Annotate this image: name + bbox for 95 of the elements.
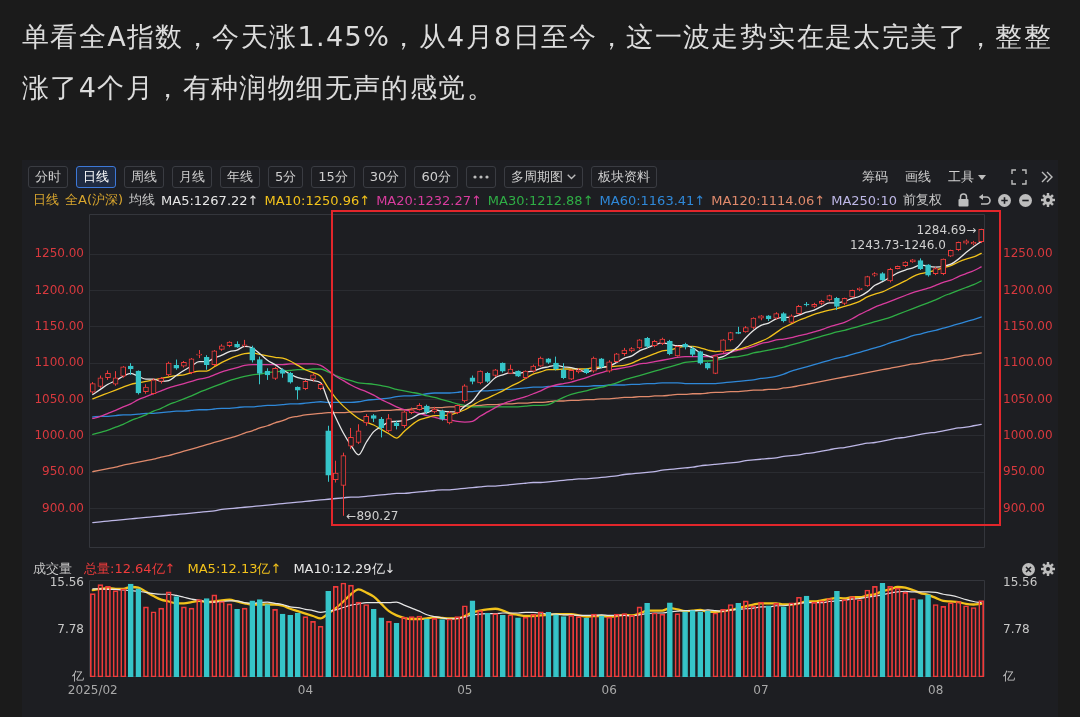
text: MA10:1250.96↑ xyxy=(264,192,371,208)
y2-tick-label: 15.56 xyxy=(1003,575,1038,590)
text: MA60:1163.41↑ xyxy=(599,192,706,208)
y-tick-label: 1000.00 xyxy=(34,428,84,443)
y-tick-label: 15.56 xyxy=(49,575,84,590)
text: 分时 xyxy=(28,166,68,188)
bar xyxy=(234,609,240,677)
chart-title: 成交量 xyxy=(33,560,72,577)
text: MA20:1232.27↑ xyxy=(376,192,482,208)
text: 工具 xyxy=(948,168,975,186)
text: 板块资料 xyxy=(590,166,657,188)
text: 周线 xyxy=(124,166,164,188)
y-tick-label: 亿 xyxy=(71,669,84,684)
x-tick-label: 04 xyxy=(297,683,314,698)
bar xyxy=(667,602,673,677)
bar xyxy=(705,610,711,677)
bar xyxy=(424,618,430,677)
bar xyxy=(173,596,180,677)
chart-title: 全A(沪深) xyxy=(65,191,124,209)
text: MA120:1114.06↑ xyxy=(711,192,826,208)
text: 日线 xyxy=(33,191,59,209)
bar xyxy=(439,619,445,677)
annotation: 1243.73-1246.0 xyxy=(849,238,946,253)
text: 日线 xyxy=(76,166,116,188)
y-tick-label: 1050.00 xyxy=(34,391,84,406)
text: 月线 xyxy=(172,166,212,188)
line-series xyxy=(92,352,982,473)
text: 筹码 xyxy=(862,168,888,186)
text: 5分 xyxy=(268,166,304,188)
y-tick-label: 1250.00 xyxy=(34,246,84,261)
legend-title: 均线 xyxy=(129,191,156,209)
bar xyxy=(294,612,301,677)
text: 年线 xyxy=(220,166,260,188)
candlestick xyxy=(386,413,392,433)
bar xyxy=(500,615,506,677)
text: 单看全A指数，今天涨1.45%，从4月8日至今，这一波走势实在是太完美了，整整涨了4个月，有种润物细无声的感觉。 xyxy=(22,20,1054,105)
text: MA250:10 xyxy=(831,192,898,208)
y2-tick-label: 1000.00 xyxy=(1003,428,1053,443)
text: MA30:1212.88↑ xyxy=(487,192,594,208)
x-tick-label: 08 xyxy=(928,683,944,698)
bar xyxy=(682,611,688,677)
y-tick-label: 7.78 xyxy=(57,622,84,637)
series-label: 总量:12.64亿↑ xyxy=(84,560,176,578)
y2-tick-label: 1200.00 xyxy=(1003,282,1053,297)
bar xyxy=(515,617,521,677)
bar xyxy=(780,606,787,677)
candlestick xyxy=(462,383,468,403)
bar xyxy=(203,598,210,677)
text: 15分 xyxy=(311,166,355,188)
bar xyxy=(553,614,559,677)
y2-tick-label: 950.00 xyxy=(1003,464,1045,479)
x-tick-label: 07 xyxy=(753,683,769,698)
y2-tick-label: 1100.00 xyxy=(1003,355,1053,370)
text: 60分 xyxy=(414,166,458,188)
bar xyxy=(325,590,332,677)
bar xyxy=(127,583,134,677)
text: MA5:1267.22↑ xyxy=(161,192,259,208)
y2-tick-label: 1150.00 xyxy=(1003,318,1053,333)
y2-tick-label: 亿 xyxy=(1002,669,1015,684)
bar xyxy=(287,615,294,677)
bar xyxy=(257,599,263,677)
bar xyxy=(834,590,840,677)
text: MA5:12.13亿↑ xyxy=(187,560,282,578)
annotation: ←890.27 xyxy=(346,508,399,523)
text: 30分 xyxy=(362,166,407,188)
candlestick xyxy=(348,427,354,450)
x-tick-label: 05 xyxy=(457,683,473,698)
line-series xyxy=(92,316,982,418)
text: MA10:12.29亿↓ xyxy=(293,560,396,578)
bar xyxy=(925,594,931,677)
bar xyxy=(644,602,650,677)
candlestick xyxy=(257,356,263,385)
y2-tick-label: 7.78 xyxy=(1003,622,1030,637)
bar xyxy=(735,602,742,677)
x-tick-label: 2025/02 xyxy=(67,683,118,698)
line-series xyxy=(92,280,982,436)
text: 画线 xyxy=(905,168,931,186)
bar xyxy=(370,609,377,677)
line-series xyxy=(92,423,982,524)
candlestick xyxy=(332,460,339,484)
y-tick-label: 950.00 xyxy=(42,464,84,479)
y-tick-label: 1150.00 xyxy=(34,318,84,333)
line-series xyxy=(92,266,982,423)
text: 多周期图 xyxy=(503,166,583,188)
annotation: 1284.69→ xyxy=(916,222,977,237)
y-tick-label: 1200.00 xyxy=(34,282,84,297)
y2-tick-label: 900.00 xyxy=(1003,500,1045,515)
bar xyxy=(249,600,256,677)
x-tick-label: 06 xyxy=(601,683,617,698)
y2-tick-label: 1250.00 xyxy=(1003,246,1053,261)
bar xyxy=(697,611,704,677)
y-tick-label: 900.00 xyxy=(42,500,84,515)
y-tick-label: 1100.00 xyxy=(34,355,84,370)
text: 前复权 xyxy=(903,191,943,209)
y2-tick-label: 1050.00 xyxy=(1003,391,1053,406)
